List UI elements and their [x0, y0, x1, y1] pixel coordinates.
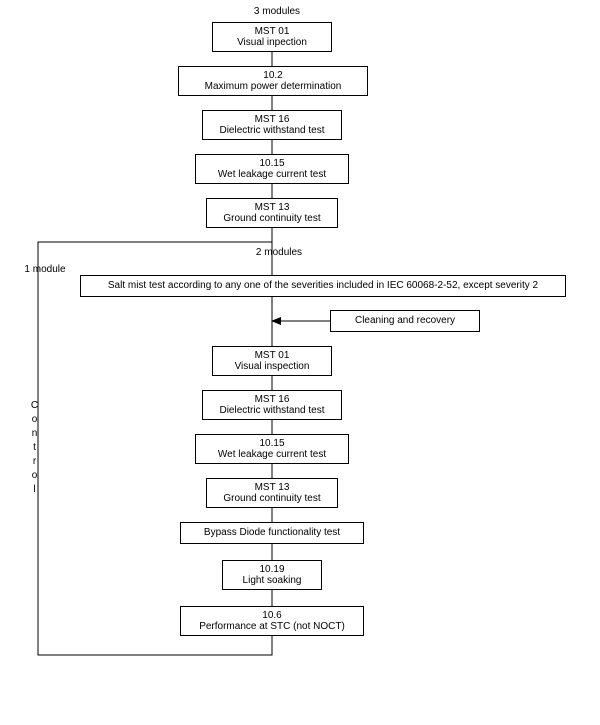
node-text: 10.6: [262, 610, 281, 622]
node-perf: 10.6Performance at STC (not NOCT): [180, 606, 364, 636]
node-text: Dielectric withstand test: [219, 125, 324, 137]
node-text: Maximum power determination: [205, 81, 342, 93]
node-mst13a: MST 13Ground continuity test: [206, 198, 338, 228]
label-mod3: 3 modules: [242, 6, 312, 20]
vlabel-control: Control: [22, 400, 40, 560]
node-text: 3 modules: [242, 6, 312, 17]
node-text: 10.19: [259, 564, 284, 576]
node-text: MST 16: [255, 394, 290, 406]
node-text: Cleaning and recovery: [355, 315, 455, 327]
node-salt: Salt mist test according to any one of t…: [80, 275, 566, 297]
node-text: Visual inpection: [237, 37, 307, 49]
node-mst01b: MST 01Visual inspection: [212, 346, 332, 376]
node-mst13b: MST 13Ground continuity test: [206, 478, 338, 508]
node-wet1: 10.15Wet leakage current test: [195, 154, 349, 184]
label-mod1: 1 module: [16, 264, 74, 278]
node-text: 1 module: [16, 264, 74, 275]
node-mst16b: MST 16Dielectric withstand test: [202, 390, 342, 420]
node-lightsoak: 10.19Light soaking: [222, 560, 322, 590]
node-text: 10.15: [259, 158, 284, 170]
node-text: Salt mist test according to any one of t…: [108, 280, 538, 292]
node-text: Light soaking: [243, 575, 302, 587]
edge-mst13a-branch: [38, 242, 272, 254]
node-text: MST 01: [255, 26, 290, 38]
node-text: Ground continuity test: [223, 213, 320, 225]
node-text: Dielectric withstand test: [219, 405, 324, 417]
node-text: MST 13: [255, 202, 290, 214]
node-maxpow: 10.2Maximum power determination: [178, 66, 368, 96]
node-text: MST 13: [255, 482, 290, 494]
node-text: MST 16: [255, 114, 290, 126]
flowchart-canvas: 3 modulesMST 01Visual inpection10.2Maxim…: [0, 0, 600, 725]
node-text: Control: [29, 400, 40, 560]
node-text: Bypass Diode functionality test: [204, 527, 340, 539]
node-mst01a: MST 01Visual inpection: [212, 22, 332, 52]
node-text: 2 modules: [244, 247, 314, 258]
node-text: Wet leakage current test: [218, 449, 326, 461]
label-mod2: 2 modules: [244, 247, 314, 261]
node-wet2: 10.15Wet leakage current test: [195, 434, 349, 464]
node-text: 10.15: [259, 438, 284, 450]
node-text: 10.2: [263, 70, 282, 82]
node-text: Ground continuity test: [223, 493, 320, 505]
node-mst16a: MST 16Dielectric withstand test: [202, 110, 342, 140]
node-bypass: Bypass Diode functionality test: [180, 522, 364, 544]
node-text: Visual inspection: [235, 361, 310, 373]
node-clean: Cleaning and recovery: [330, 310, 480, 332]
node-text: MST 01: [255, 350, 290, 362]
node-text: Wet leakage current test: [218, 169, 326, 181]
node-text: Performance at STC (not NOCT): [199, 621, 345, 633]
